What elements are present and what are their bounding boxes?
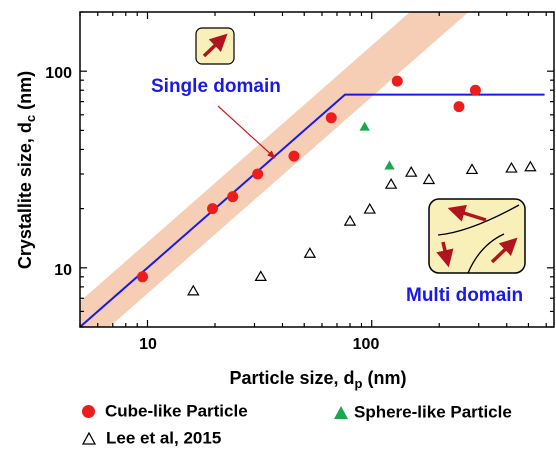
axis-ticks — [79, 11, 554, 328]
data-point-series-2-9 — [505, 161, 518, 173]
legend-cube-marker — [82, 405, 95, 419]
y-axis-title: Crystallite size, dc (nm) — [15, 71, 38, 269]
xtick-label-100: 100 — [353, 336, 380, 353]
data-point-series-2-10 — [524, 160, 537, 172]
legend-cube-label: Cube-like Particle — [105, 401, 248, 421]
multi-domain-icon — [428, 198, 526, 274]
data-point-series-0-7 — [453, 101, 465, 113]
data-point-series-2-4 — [363, 202, 376, 214]
data-point-series-0-3 — [252, 168, 264, 180]
data-point-series-0-4 — [288, 150, 300, 162]
multi-domain-label: Multi domain — [406, 285, 523, 306]
xtick-label-10: 10 — [139, 336, 157, 353]
data-point-series-2-2 — [303, 247, 317, 258]
data-point-series-1-0 — [359, 121, 370, 131]
data-point-series-2-1 — [254, 270, 268, 282]
legend-sphere: Sphere-like Particle — [334, 402, 512, 423]
single-domain-label: Single domain — [151, 76, 281, 97]
legend-cube: Cube-like Particle — [82, 401, 248, 422]
single-domain-band — [80, 12, 469, 327]
data-points — [137, 75, 537, 296]
legend-sphere-marker — [334, 406, 348, 420]
data-point-series-1-1 — [384, 160, 395, 170]
data-point-series-0-0 — [137, 271, 149, 283]
data-point-series-0-8 — [469, 84, 481, 96]
data-point-series-0-6 — [391, 75, 403, 87]
single-domain-pointer — [217, 105, 276, 159]
legend-lee: Lee et al, 2015 — [82, 428, 221, 449]
ytick-label-10: 10 — [54, 262, 72, 279]
ytick-label-100: 100 — [45, 65, 72, 82]
data-point-series-2-3 — [343, 214, 357, 226]
data-point-series-0-5 — [325, 112, 337, 124]
data-point-series-2-0 — [187, 284, 200, 296]
data-point-series-2-7 — [422, 173, 436, 185]
legend-lee-marker — [82, 432, 96, 445]
data-point-series-2-5 — [384, 177, 398, 189]
data-point-series-2-6 — [404, 165, 418, 177]
plot-frame — [79, 11, 555, 328]
data-point-series-0-2 — [227, 191, 239, 203]
single-domain-icon — [195, 27, 235, 65]
data-point-series-0-1 — [207, 203, 219, 215]
data-point-series-2-8 — [465, 163, 479, 175]
legend-sphere-label: Sphere-like Particle — [354, 402, 512, 422]
legend-lee-label: Lee et al, 2015 — [106, 428, 222, 448]
x-axis-title: Particle size, dp (nm) — [229, 368, 406, 391]
